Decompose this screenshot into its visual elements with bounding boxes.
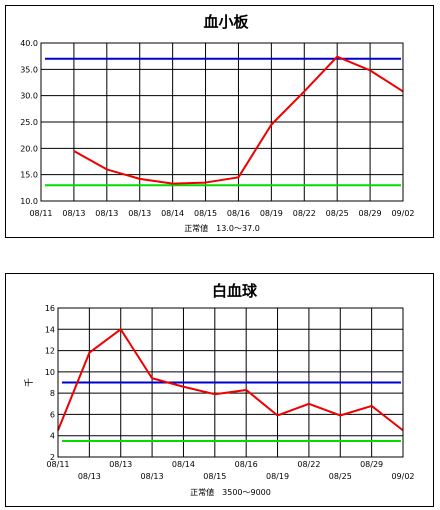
platelet-data-point: [106, 168, 108, 170]
platelet-data-point: [204, 181, 207, 184]
x-tick-label: 08/13: [62, 209, 85, 218]
x-tick-label: 09/02: [391, 209, 414, 218]
wbc-data-point: [308, 403, 310, 405]
x-tick-label: 08/19: [260, 209, 283, 218]
platelet-data-point: [270, 124, 272, 126]
chart-title: 血小板: [203, 13, 249, 31]
normal-range-note: 正常値 13.0〜37.0: [184, 223, 260, 233]
x-tick-label: 08/13: [109, 460, 132, 469]
platelet-data-point: [172, 183, 174, 185]
y-tick-label: 8: [50, 389, 55, 398]
wbc-data-point: [214, 393, 216, 395]
wbc-data-point: [151, 377, 153, 379]
x-tick-label: 08/13: [128, 209, 151, 218]
x-tick-label: 08/15: [203, 472, 226, 481]
wbc-data-point: [276, 414, 279, 417]
x-tick-label: 08/19: [266, 472, 289, 481]
plot-area: [40, 42, 404, 202]
x-tick-label: 08/16: [227, 209, 250, 218]
platelet-data-point: [369, 69, 371, 71]
x-tick-label: 08/22: [293, 209, 316, 218]
x-tick-label: 08/11: [29, 209, 52, 218]
chart-title: 白血球: [212, 282, 258, 300]
platelet-data-point: [139, 178, 141, 180]
platelet-data-point: [303, 90, 305, 93]
y-tick-label: 4: [50, 432, 55, 441]
wbc-data-point: [120, 328, 122, 330]
x-tick-label: 08/22: [297, 460, 320, 469]
wbc-data-point: [182, 386, 185, 388]
y-tick-label: 14: [45, 325, 55, 334]
platelet-chart: 血小板 10.0 15.0 20.0 25.0 30.0 35.0 40.0 08/11 08/1…: [20, 13, 414, 233]
wbc-data-point: [88, 352, 90, 354]
x-tick-label: 08/13: [141, 472, 164, 481]
y-tick-label: 20.0: [20, 144, 38, 153]
x-tick-label: 08/29: [359, 209, 382, 218]
x-tick-label: 09/02: [391, 472, 414, 481]
x-tick-label: 08/15: [194, 209, 217, 218]
x-tick-label: 08/25: [329, 472, 352, 481]
x-tick-label: 08/29: [360, 460, 383, 469]
wbc-data-point: [339, 414, 341, 417]
x-tick-label: 08/14: [172, 460, 195, 469]
x-tick-label: 08/14: [161, 209, 184, 218]
platelet-chart-panel: 血小板 10.0 15.0 20.0 25.0 30.0 35.0 40.0 08/11 08/1…: [5, 5, 434, 238]
platelet-data-point: [237, 176, 240, 178]
y-tick-label: 15.0: [20, 171, 38, 180]
platelet-data-point: [336, 56, 338, 58]
wbc-data-point: [371, 405, 373, 407]
y-axis-label: 千: [24, 378, 35, 387]
y-tick-label: 2: [50, 453, 55, 462]
y-tick-label: 6: [50, 410, 55, 419]
x-tick-label: 08/16: [235, 460, 258, 469]
normal-range-note: 正常値 3500〜9000: [190, 487, 271, 497]
y-tick-label: 16: [45, 304, 55, 313]
x-tick-label: 08/13: [78, 472, 101, 481]
y-tick-label: 12: [45, 347, 55, 356]
x-tick-label: 08/11: [46, 460, 69, 469]
wbc-chart: 白血球 2 4 6 8 10 12 14 16 08/11 08/13 08/13 08/13 08/14…: [24, 282, 415, 497]
y-tick-label: 10: [45, 368, 55, 377]
y-tick-label: 40.0: [20, 39, 38, 48]
platelet-data-point: [73, 150, 75, 152]
wbc-data-point: [245, 389, 247, 391]
y-tick-label: 35.0: [20, 65, 38, 74]
plot-area: [57, 307, 404, 458]
x-tick-label: 08/13: [95, 209, 118, 218]
x-tick-label: 08/25: [326, 209, 349, 218]
wbc-series-line: [57, 328, 404, 432]
wbc-chart-panel: 白血球 2 4 6 8 10 12 14 16 08/11 08/13 08/13 08/13 08/14…: [5, 273, 434, 507]
y-tick-label: 10.0: [20, 197, 38, 206]
y-tick-label: 30.0: [20, 92, 38, 101]
y-tick-label: 25.0: [20, 118, 38, 127]
